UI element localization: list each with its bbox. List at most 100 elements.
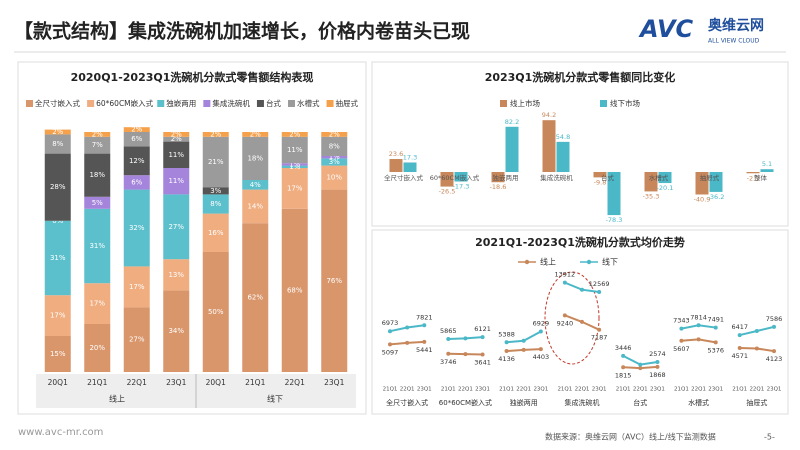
data-label: 8% [210, 200, 221, 208]
legend-swatch [500, 100, 507, 107]
data-label: 6% [131, 135, 142, 143]
point [521, 347, 526, 352]
data-label: 2% [329, 130, 340, 138]
bar-segment [202, 132, 229, 137]
data-label: 2% [52, 128, 63, 136]
data-label: 2% [250, 130, 261, 138]
bar-segment [44, 295, 71, 336]
x-tick-label: 22Q1 [516, 387, 531, 393]
data-label: 54.8 [556, 133, 570, 141]
data-label: 50% [208, 308, 224, 316]
point [405, 325, 410, 330]
data-label: 31% [50, 254, 66, 262]
group-label: 集成洗碗机 [565, 398, 600, 407]
bar [440, 172, 454, 187]
bar [760, 169, 774, 172]
point [713, 340, 718, 345]
bar-segment [84, 153, 111, 197]
data-label: 13912 [555, 271, 576, 279]
data-label: 9240 [557, 319, 574, 327]
page-number: -5- [764, 433, 775, 442]
legend-label: 抽屉式 [336, 98, 359, 108]
point [655, 359, 660, 364]
bar [403, 162, 417, 172]
point [696, 337, 701, 342]
bar [505, 126, 519, 172]
legend-label: 独嵌两用 [166, 98, 196, 108]
data-label: 94.2 [542, 111, 556, 119]
point [562, 280, 567, 285]
data-label: 1868 [649, 371, 666, 379]
data-label: 1% [329, 153, 340, 161]
group-label: 台式 [633, 398, 647, 407]
chart-title: 2023Q1洗碗机分款式零售额同比变化 [485, 70, 676, 84]
data-label: 16% [208, 229, 224, 237]
data-label: 7821 [416, 313, 433, 321]
group-label: 水槽式 [688, 398, 709, 407]
data-label: 6929 [533, 319, 550, 327]
bar-segment [202, 136, 229, 188]
chart-title: 2020Q1-2023Q1洗碗机分款式零售额结构表现 [71, 70, 314, 84]
point [597, 290, 602, 295]
bar [491, 172, 505, 183]
data-label: 2% [210, 130, 221, 138]
point [521, 338, 526, 343]
slide-title: 【款式结构】集成洗碗机加速增长，价格内卷苗头已现 [14, 20, 470, 43]
data-label: 34% [168, 327, 184, 335]
data-label: -26.5 [439, 188, 456, 196]
bar [709, 172, 723, 192]
data-label: 3% [329, 158, 340, 166]
x-tick-label: 21Q1 [557, 387, 572, 393]
bar-segment [84, 324, 111, 372]
data-label: 7% [92, 141, 103, 149]
bar-segment [321, 136, 348, 156]
bar-segment [44, 129, 71, 135]
group-label: 全尺寸嵌入式 [386, 398, 428, 407]
bar-segment [163, 141, 190, 168]
data-label: -20.1 [657, 184, 674, 192]
x-tick-label: 60*60CM嵌入式 [430, 173, 480, 182]
point [772, 349, 776, 354]
panel [371, 229, 789, 415]
bar [746, 172, 760, 174]
bar [593, 172, 607, 178]
x-tick-label: 23Q1 [324, 378, 344, 387]
bar [607, 172, 621, 216]
data-label: 23.6 [389, 150, 403, 158]
data-label: 62% [247, 294, 263, 302]
data-label: 76% [326, 277, 342, 285]
bar-segment [84, 196, 111, 209]
group-label: 独嵌两用 [510, 398, 538, 407]
point [621, 353, 626, 358]
data-label: -18.6 [490, 183, 507, 191]
legend-dot [524, 259, 530, 265]
x-tick-label: 22Q1 [633, 387, 648, 393]
point [621, 365, 626, 370]
point [562, 313, 567, 318]
point [713, 325, 718, 330]
x-tick-label: 21Q1 [499, 387, 514, 393]
bar [658, 172, 672, 184]
data-label: 1815 [615, 371, 632, 379]
bar-segment [321, 158, 348, 166]
footer-url: www.avc-mr.com [18, 427, 103, 438]
legend-swatch [287, 100, 295, 107]
legend-swatch [203, 100, 211, 107]
point [463, 336, 468, 341]
bar-segment [242, 189, 269, 224]
x-tick-label: 21Q1 [616, 387, 631, 393]
bar-segment [123, 146, 150, 176]
x-tick-label: 22Q1 [458, 387, 473, 393]
bar-segment [44, 220, 71, 296]
data-label: -78.3 [606, 216, 623, 224]
data-label: 12569 [589, 280, 610, 288]
data-label: 5865 [440, 327, 457, 335]
x-tick-label: 21Q1 [674, 387, 689, 393]
point [679, 338, 684, 343]
bar [454, 172, 468, 182]
group-label: 60*60CM嵌入式 [439, 398, 492, 407]
x-tick-label: 23Q1 [650, 387, 665, 393]
bar-segment [202, 213, 229, 252]
x-tick-label: 22Q1 [749, 387, 764, 393]
